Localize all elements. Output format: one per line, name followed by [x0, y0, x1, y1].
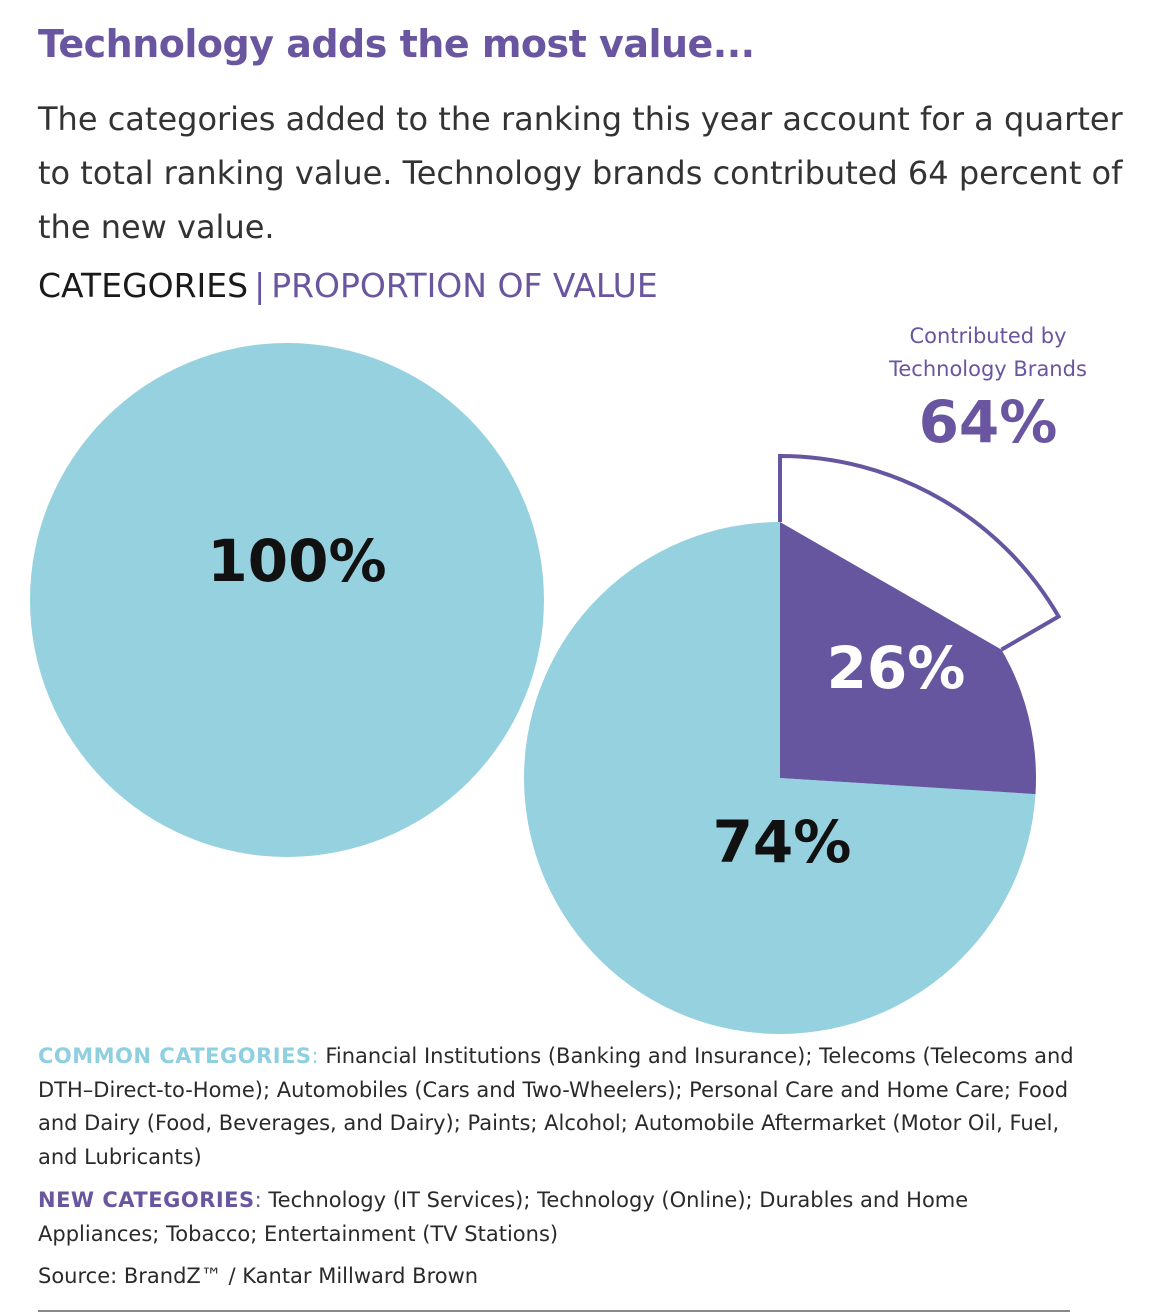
header-divider: |	[254, 266, 266, 305]
callout-line-1: Contributed by	[909, 324, 1066, 348]
label-common-categories: 74%	[713, 808, 852, 876]
technology-share-outline	[778, 453, 1062, 652]
pie-charts: 100% 26% 74% Contributed by Technology Br…	[30, 324, 1087, 1034]
new-categories-text: Technology (IT Services); Technology (On…	[38, 1188, 969, 1246]
callout-value: 64%	[919, 388, 1058, 456]
common-categories-key: COMMON CATEGORIES	[38, 1044, 312, 1068]
technology-callout: Contributed by Technology Brands 64%	[888, 324, 1087, 456]
new-categories-note: NEW CATEGORIES: Technology (IT Services)…	[38, 1184, 1078, 1251]
new-categories-key: NEW CATEGORIES	[38, 1188, 255, 1212]
common-categories-note: COMMON CATEGORIES: Financial Institution…	[38, 1040, 1078, 1174]
bottom-rule	[38, 1310, 1070, 1312]
intro-text: The categories added to the ranking this…	[38, 100, 1123, 246]
pie-common-vs-new: 26% 74%	[523, 453, 1062, 1034]
slice-common-categories	[523, 522, 1036, 1034]
label-new-categories: 26%	[827, 634, 966, 702]
common-categories-colon: :	[311, 1044, 319, 1068]
slice-new-categories	[780, 522, 1036, 795]
pie-all-categories: 100%	[30, 343, 544, 857]
common-categories-text: Financial Institutions (Banking and Insu…	[38, 1044, 1074, 1169]
label-all-categories: 100%	[207, 527, 386, 595]
chart-title: Technology adds the most value...	[38, 22, 755, 66]
source-note: Source: BrandZ™ / Kantar Millward Brown	[38, 1264, 479, 1288]
slice-all-categories	[30, 343, 544, 857]
callout-line-2: Technology Brands	[888, 357, 1087, 381]
new-categories-colon: :	[254, 1188, 262, 1212]
category-notes: COMMON CATEGORIES: Financial Institution…	[38, 1040, 1078, 1261]
section-header: CATEGORIES | PROPORTION OF VALUE	[38, 266, 658, 305]
header-proportion: PROPORTION OF VALUE	[271, 266, 658, 305]
header-categories: CATEGORIES	[38, 266, 249, 305]
